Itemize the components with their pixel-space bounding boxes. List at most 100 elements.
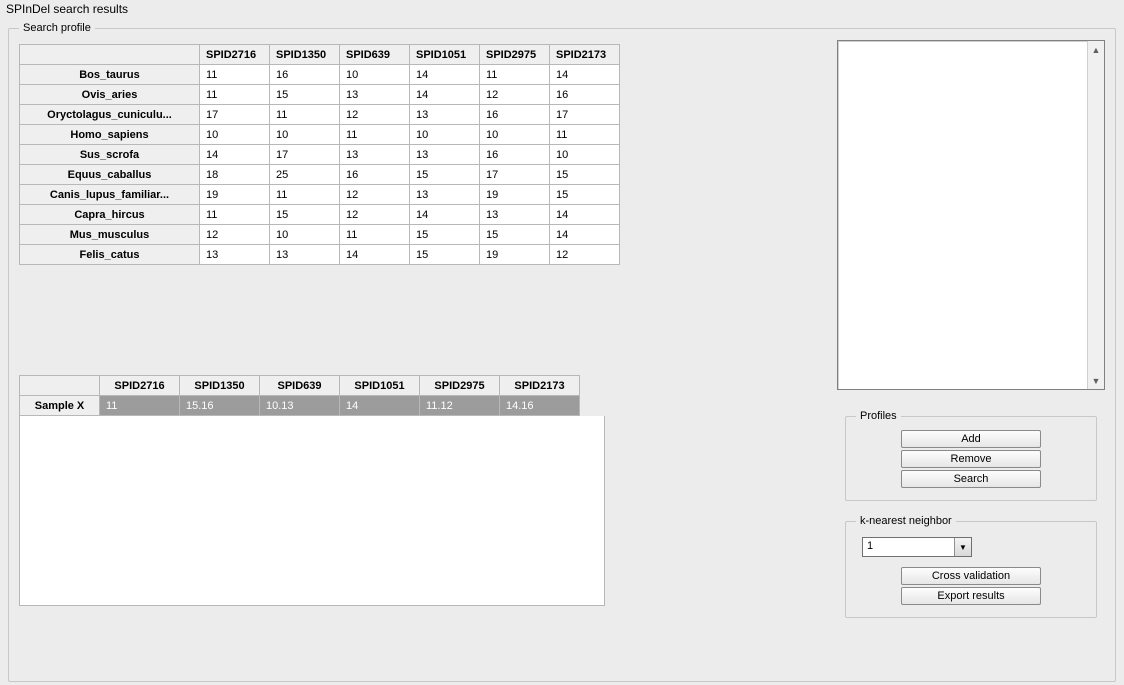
col-header[interactable]: SPID2716 [200,45,270,65]
table-cell[interactable]: 12 [340,205,410,225]
sample-cell[interactable]: 10.13 [260,396,340,416]
k-value-select[interactable]: 1 ▼ [862,537,972,557]
table-cell[interactable]: 14 [410,205,480,225]
table-row[interactable]: Bos_taurus111610141114 [20,65,620,85]
table-cell[interactable]: 14 [200,145,270,165]
table-row[interactable]: Ovis_aries111513141216 [20,85,620,105]
sample-cell[interactable]: 15.16 [180,396,260,416]
col-header[interactable]: SPID1051 [410,45,480,65]
table-row[interactable]: Mus_musculus121011151514 [20,225,620,245]
table-cell[interactable]: 16 [480,105,550,125]
sample-table[interactable]: SPID2716 SPID1350 SPID639 SPID1051 SPID2… [19,375,580,416]
table-cell[interactable]: 13 [270,245,340,265]
remove-button[interactable]: Remove [901,450,1041,468]
table-cell[interactable]: 15 [550,185,620,205]
row-header[interactable]: Capra_hircus [20,205,200,225]
row-header[interactable]: Bos_taurus [20,65,200,85]
table-cell[interactable]: 13 [410,145,480,165]
table-cell[interactable]: 13 [410,185,480,205]
table-cell[interactable]: 16 [480,145,550,165]
table-cell[interactable]: 11 [200,205,270,225]
row-header[interactable]: Mus_musculus [20,225,200,245]
table-cell[interactable]: 14 [550,205,620,225]
row-header[interactable]: Felis_catus [20,245,200,265]
sample-col-header[interactable]: SPID2975 [420,376,500,396]
sample-cell[interactable]: 11.12 [420,396,500,416]
col-header[interactable]: SPID2975 [480,45,550,65]
table-cell[interactable]: 13 [340,145,410,165]
sample-cell[interactable]: 14 [340,396,420,416]
table-cell[interactable]: 16 [340,165,410,185]
table-row[interactable]: Canis_lupus_familiar...191112131915 [20,185,620,205]
table-cell[interactable]: 17 [480,165,550,185]
table-cell[interactable]: 11 [200,65,270,85]
table-cell[interactable]: 11 [480,65,550,85]
table-cell[interactable]: 13 [410,105,480,125]
table-cell[interactable]: 14 [550,65,620,85]
table-cell[interactable]: 11 [270,105,340,125]
table-cell[interactable]: 15 [270,85,340,105]
search-button[interactable]: Search [901,470,1041,488]
row-header[interactable]: Ovis_aries [20,85,200,105]
table-cell[interactable]: 10 [340,65,410,85]
table-cell[interactable]: 19 [480,185,550,205]
table-cell[interactable]: 17 [200,105,270,125]
table-cell[interactable]: 14 [410,65,480,85]
table-cell[interactable]: 16 [550,85,620,105]
table-cell[interactable]: 12 [340,185,410,205]
table-cell[interactable]: 10 [480,125,550,145]
table-cell[interactable]: 11 [200,85,270,105]
scrollbar[interactable]: ▲ ▼ [1087,41,1104,389]
sample-col-header[interactable]: SPID1350 [180,376,260,396]
table-cell[interactable]: 14 [410,85,480,105]
table-cell[interactable]: 16 [270,65,340,85]
table-cell[interactable]: 15 [410,165,480,185]
table-cell[interactable]: 17 [270,145,340,165]
scroll-down-icon[interactable]: ▼ [1088,372,1104,389]
table-cell[interactable]: 14 [550,225,620,245]
table-cell[interactable]: 15 [410,245,480,265]
table-cell[interactable]: 13 [480,205,550,225]
export-results-button[interactable]: Export results [901,587,1041,605]
cross-validation-button[interactable]: Cross validation [901,567,1041,585]
table-cell[interactable]: 11 [340,225,410,245]
table-cell[interactable]: 13 [340,85,410,105]
table-cell[interactable]: 12 [340,105,410,125]
table-cell[interactable]: 11 [340,125,410,145]
table-cell[interactable]: 15 [480,225,550,245]
add-button[interactable]: Add [901,430,1041,448]
row-header[interactable]: Canis_lupus_familiar... [20,185,200,205]
scroll-up-icon[interactable]: ▲ [1088,41,1104,58]
table-cell[interactable]: 19 [480,245,550,265]
table-cell[interactable]: 12 [480,85,550,105]
sample-row[interactable]: Sample X 11 15.16 10.13 14 11.12 14.16 [20,396,580,416]
row-header[interactable]: Sus_scrofa [20,145,200,165]
table-cell[interactable]: 11 [270,185,340,205]
row-header[interactable]: Homo_sapiens [20,125,200,145]
sample-col-header[interactable]: SPID2716 [100,376,180,396]
sample-col-header[interactable]: SPID2173 [500,376,580,396]
table-cell[interactable]: 18 [200,165,270,185]
row-header[interactable]: Oryctolagus_cuniculu... [20,105,200,125]
sample-col-header[interactable]: SPID639 [260,376,340,396]
sample-cell[interactable]: 14.16 [500,396,580,416]
table-cell[interactable]: 12 [200,225,270,245]
sample-cell[interactable]: 11 [100,396,180,416]
table-cell[interactable]: 10 [410,125,480,145]
table-row[interactable]: Equus_caballus182516151715 [20,165,620,185]
table-cell[interactable]: 10 [270,125,340,145]
table-row[interactable]: Homo_sapiens101011101011 [20,125,620,145]
table-cell[interactable]: 15 [550,165,620,185]
table-cell[interactable]: 25 [270,165,340,185]
table-row[interactable]: Sus_scrofa141713131610 [20,145,620,165]
table-cell[interactable]: 11 [550,125,620,145]
table-cell[interactable]: 10 [270,225,340,245]
table-row[interactable]: Felis_catus131314151912 [20,245,620,265]
results-listbox[interactable]: ▲ ▼ [837,40,1105,390]
sample-col-header[interactable]: SPID1051 [340,376,420,396]
table-cell[interactable]: 10 [200,125,270,145]
table-row[interactable]: Capra_hircus111512141314 [20,205,620,225]
col-header[interactable]: SPID639 [340,45,410,65]
table-cell[interactable]: 12 [550,245,620,265]
table-row[interactable]: Oryctolagus_cuniculu...171112131617 [20,105,620,125]
